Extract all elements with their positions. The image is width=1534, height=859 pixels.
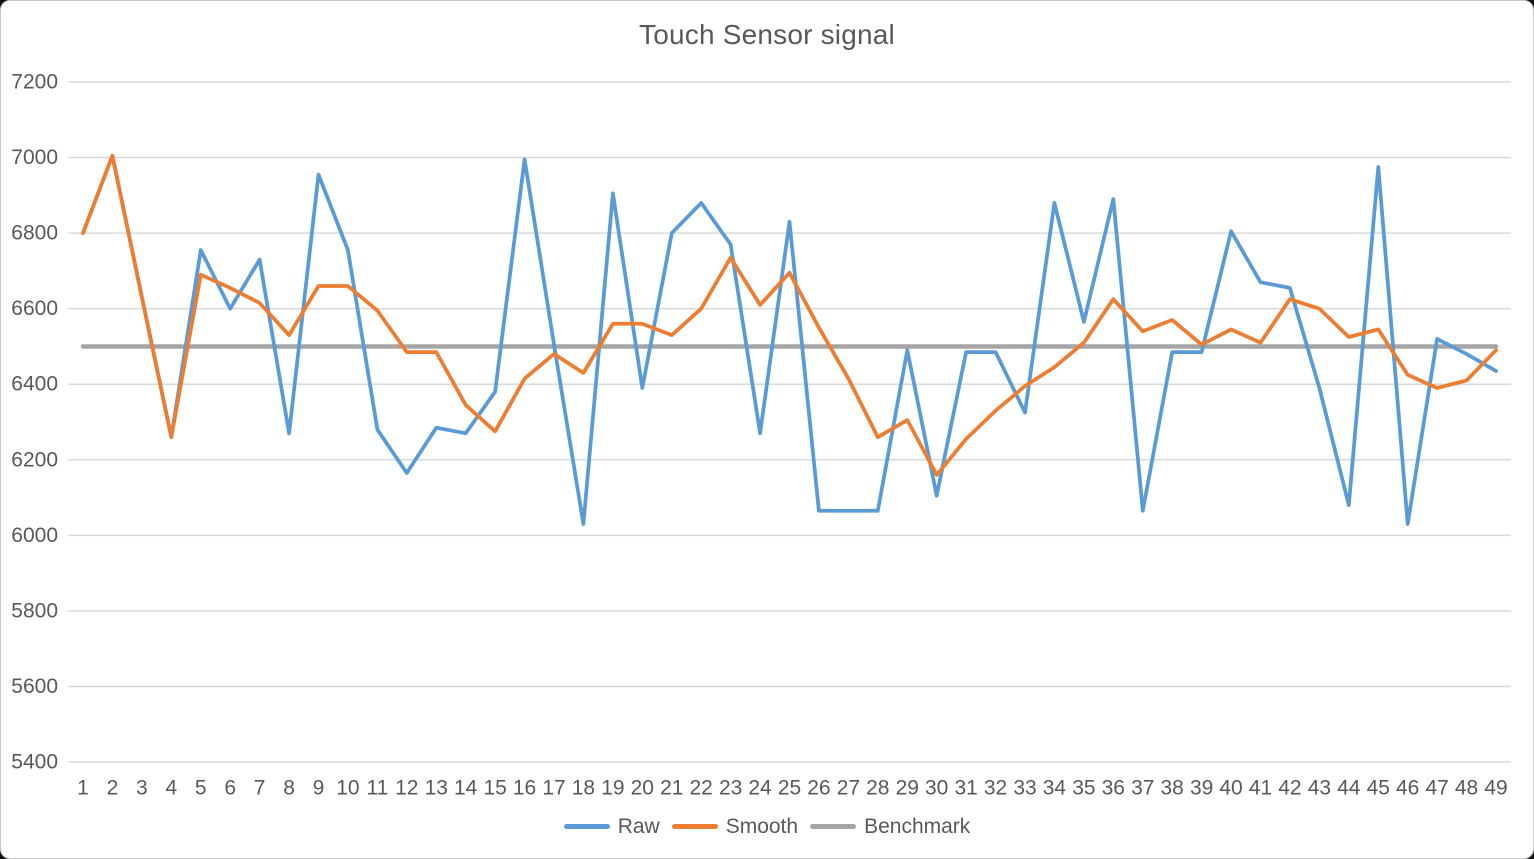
x-tick-label: 47 — [1425, 777, 1448, 800]
x-tick-label: 7 — [254, 777, 266, 800]
x-tick-label: 45 — [1367, 777, 1390, 800]
x-tick-label: 4 — [165, 777, 177, 800]
y-tick-label: 5800 — [11, 599, 58, 622]
legend-item-raw[interactable]: Raw — [563, 815, 660, 838]
x-tick-label: 36 — [1102, 777, 1125, 800]
smooth-series-swatch-icon — [671, 824, 718, 829]
x-tick-label: 48 — [1455, 777, 1478, 800]
x-tick-label: 30 — [925, 777, 948, 800]
chart-title: Touch Sensor signal — [639, 19, 895, 50]
x-tick-label: 3 — [136, 777, 148, 800]
y-tick-label: 6200 — [11, 448, 58, 471]
x-tick-label: 9 — [313, 777, 325, 800]
x-tick-label: 13 — [425, 777, 448, 800]
x-tick-label: 43 — [1308, 777, 1331, 800]
x-tick-label: 12 — [395, 777, 418, 800]
x-tick-label: 19 — [601, 777, 624, 800]
x-tick-label: 16 — [513, 777, 536, 800]
x-tick-label: 49 — [1484, 777, 1507, 800]
x-tick-label: 15 — [483, 777, 506, 800]
y-tick-label: 7200 — [11, 71, 58, 94]
raw-series-line[interactable] — [81, 153, 1498, 526]
x-tick-label: 33 — [1013, 777, 1036, 800]
x-tick-label: 40 — [1219, 777, 1242, 800]
x-tick-label: 31 — [954, 777, 977, 800]
x-tick-label: 24 — [748, 777, 772, 800]
x-tick-label: 41 — [1249, 777, 1272, 800]
x-tick-label: 18 — [572, 777, 595, 800]
smooth-series-line[interactable] — [81, 153, 1498, 477]
x-tick-label: 34 — [1043, 777, 1067, 800]
x-tick-label: 23 — [719, 777, 742, 800]
x-tick-label: 27 — [837, 777, 860, 800]
x-tick-label: 38 — [1161, 777, 1184, 800]
y-tick-label: 7000 — [11, 146, 58, 169]
x-tick-label: 44 — [1337, 777, 1361, 800]
legend-label-benchmark: Benchmark — [864, 815, 971, 838]
x-tick-label: 35 — [1072, 777, 1095, 800]
y-tick-label: 5600 — [11, 675, 58, 698]
chart-legend: Raw Smooth Benchmark — [1, 816, 1533, 837]
x-tick-label: 6 — [224, 777, 236, 800]
x-tick-label: 21 — [660, 777, 683, 800]
legend-label-raw: Raw — [617, 815, 660, 838]
x-tick-label: 26 — [807, 777, 830, 800]
y-tick-label: 6400 — [11, 373, 58, 396]
x-tick-label: 17 — [542, 777, 565, 800]
x-tick-label: 46 — [1396, 777, 1419, 800]
raw-series-swatch-icon — [563, 824, 610, 829]
x-tick-label: 10 — [336, 777, 359, 800]
y-tick-label: 6000 — [11, 524, 58, 547]
y-tick-label: 5400 — [11, 751, 58, 774]
x-tick-label: 8 — [283, 777, 295, 800]
legend-item-smooth[interactable]: Smooth — [671, 815, 799, 838]
x-tick-label: 37 — [1131, 777, 1154, 800]
x-tick-label: 11 — [366, 777, 388, 800]
x-tick-label: 39 — [1190, 777, 1213, 800]
x-tick-label: 28 — [866, 777, 889, 800]
x-tick-label: 20 — [631, 777, 654, 800]
x-tick-label: 2 — [107, 777, 119, 800]
y-tick-label: 6600 — [11, 297, 58, 320]
x-tick-label: 42 — [1278, 777, 1301, 800]
x-tick-label: 22 — [690, 777, 713, 800]
x-tick-label: 25 — [778, 777, 801, 800]
y-tick-label: 6800 — [11, 222, 58, 245]
legend-item-benchmark[interactable]: Benchmark — [810, 816, 970, 837]
x-tick-label: 32 — [984, 777, 1007, 800]
x-tick-label: 14 — [454, 777, 478, 800]
benchmark-series-swatch-icon — [810, 824, 857, 829]
legend-label-smooth: Smooth — [725, 815, 799, 838]
x-tick-label: 5 — [195, 777, 207, 800]
x-tick-label: 29 — [896, 777, 919, 800]
x-tick-label: 1 — [77, 777, 89, 800]
